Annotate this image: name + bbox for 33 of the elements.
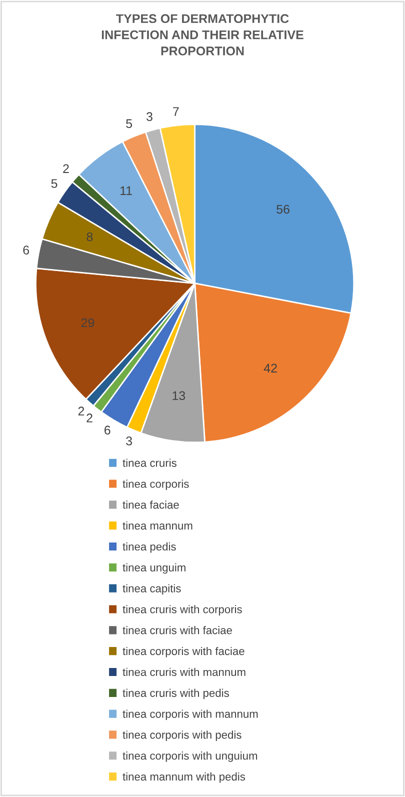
legend-label: tinea cruris with pedis — [122, 688, 229, 700]
data-label: 13 — [172, 391, 186, 400]
chart-title: TYPES OF DERMATOPHYTIC INFECTION AND THEIR RELATIVE PROPORTION — [102, 14, 304, 56]
data-label: 8 — [86, 232, 93, 242]
legend-label: tinea cruris with mannum — [122, 668, 246, 676]
data-label: 6 — [104, 426, 110, 435]
data-label: 42 — [264, 364, 277, 372]
legend-label: tinea cruris with faciae — [122, 626, 232, 634]
legend-label: tinea mannum with pedis — [122, 772, 246, 783]
legend-label: tinea pedis — [122, 542, 176, 553]
data-label: 7 — [173, 107, 179, 116]
legend-label: tinea corporis with unguium — [122, 752, 258, 762]
legend-label: tinea unguim — [122, 563, 186, 574]
legend-label: tinea cruris — [122, 458, 176, 467]
legend-label: tinea corporis — [122, 480, 189, 490]
data-label: 29 — [81, 318, 94, 328]
data-label: 11 — [120, 186, 132, 195]
data-label: 2 — [63, 164, 69, 173]
data-label: 2 — [86, 414, 92, 422]
data-label: 6 — [23, 246, 30, 255]
legend-label: tinea mannum — [122, 521, 192, 530]
legend-label: tinea corporis with pedis — [122, 730, 242, 741]
data-label: 3 — [126, 436, 132, 446]
data-label: 56 — [276, 204, 290, 214]
data-label: 3 — [146, 112, 152, 122]
data-label: 2 — [78, 406, 84, 416]
legend-label: tinea capitis — [122, 584, 181, 595]
legend-label: tinea cruris with corporis — [122, 605, 242, 616]
legend-label: tinea corporis with mannum — [122, 710, 258, 720]
data-label: 5 — [126, 119, 132, 128]
legend-label: tinea corporis with faciae — [122, 646, 244, 658]
legend-label: tinea faciae — [122, 500, 179, 509]
data-label: 5 — [51, 179, 58, 188]
